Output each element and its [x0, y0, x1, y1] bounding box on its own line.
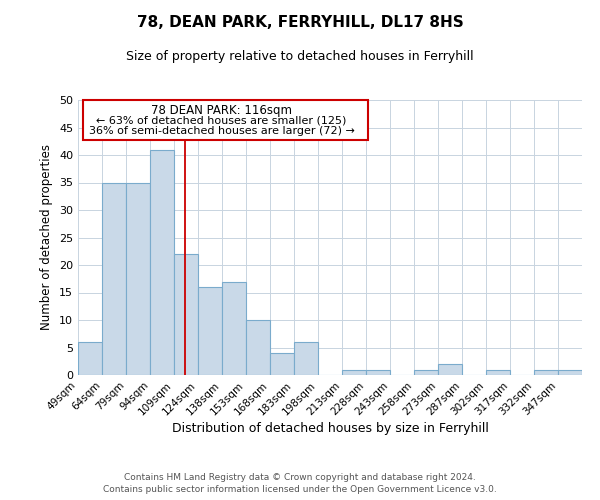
Bar — [270, 353, 294, 375]
Bar — [486, 370, 510, 375]
Bar — [78, 342, 102, 375]
Bar — [294, 342, 318, 375]
FancyBboxPatch shape — [83, 100, 368, 140]
Bar — [150, 150, 174, 375]
Text: 78 DEAN PARK: 116sqm: 78 DEAN PARK: 116sqm — [151, 104, 292, 117]
Text: ← 63% of detached houses are smaller (125): ← 63% of detached houses are smaller (12… — [97, 115, 347, 125]
Bar — [534, 370, 558, 375]
Text: Contains public sector information licensed under the Open Government Licence v3: Contains public sector information licen… — [103, 485, 497, 494]
Bar — [342, 370, 366, 375]
Bar — [222, 282, 246, 375]
Bar — [366, 370, 390, 375]
Bar — [198, 287, 222, 375]
Text: 36% of semi-detached houses are larger (72) →: 36% of semi-detached houses are larger (… — [89, 126, 355, 136]
X-axis label: Distribution of detached houses by size in Ferryhill: Distribution of detached houses by size … — [172, 422, 488, 436]
Bar — [246, 320, 270, 375]
Bar — [174, 254, 198, 375]
Text: Size of property relative to detached houses in Ferryhill: Size of property relative to detached ho… — [126, 50, 474, 63]
Y-axis label: Number of detached properties: Number of detached properties — [40, 144, 53, 330]
Bar — [126, 182, 150, 375]
Bar — [438, 364, 462, 375]
Bar — [414, 370, 438, 375]
Text: Contains HM Land Registry data © Crown copyright and database right 2024.: Contains HM Land Registry data © Crown c… — [124, 472, 476, 482]
Bar — [558, 370, 582, 375]
Text: 78, DEAN PARK, FERRYHILL, DL17 8HS: 78, DEAN PARK, FERRYHILL, DL17 8HS — [137, 15, 463, 30]
Bar — [102, 182, 126, 375]
